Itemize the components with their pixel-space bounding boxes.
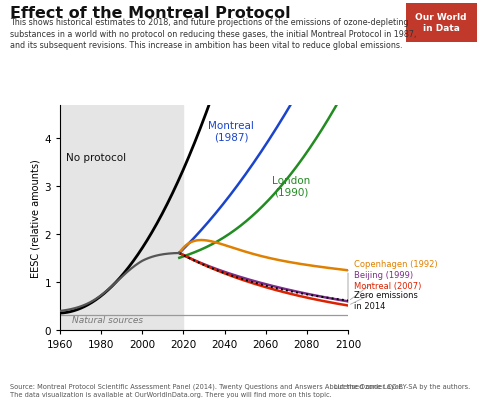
Text: Licensed under CC-BY-SA by the authors.: Licensed under CC-BY-SA by the authors. <box>334 383 470 389</box>
Text: Montreal (2007): Montreal (2007) <box>350 281 421 305</box>
Bar <box>60 105 183 330</box>
Text: Zero emissions
in 2014: Zero emissions in 2014 <box>348 291 418 310</box>
Text: Effect of the Montreal Protocol: Effect of the Montreal Protocol <box>10 6 290 21</box>
Text: London
(1990): London (1990) <box>272 176 310 197</box>
Text: Copenhagen (1992): Copenhagen (1992) <box>348 260 438 271</box>
Text: Montreal
(1987): Montreal (1987) <box>208 121 254 143</box>
Text: This shows historical estimates to 2018, and future projections of the emissions: This shows historical estimates to 2018,… <box>10 18 416 50</box>
Text: No protocol: No protocol <box>66 153 126 163</box>
Text: Natural sources: Natural sources <box>72 315 144 324</box>
Text: Beijing (1999): Beijing (1999) <box>350 271 413 300</box>
Y-axis label: EESC (relative amounts): EESC (relative amounts) <box>30 158 40 277</box>
Text: Our World
in Data: Our World in Data <box>415 13 467 33</box>
Text: Source: Montreal Protocol Scientific Assessment Panel (2014). Twenty Questions a: Source: Montreal Protocol Scientific Ass… <box>10 383 403 397</box>
